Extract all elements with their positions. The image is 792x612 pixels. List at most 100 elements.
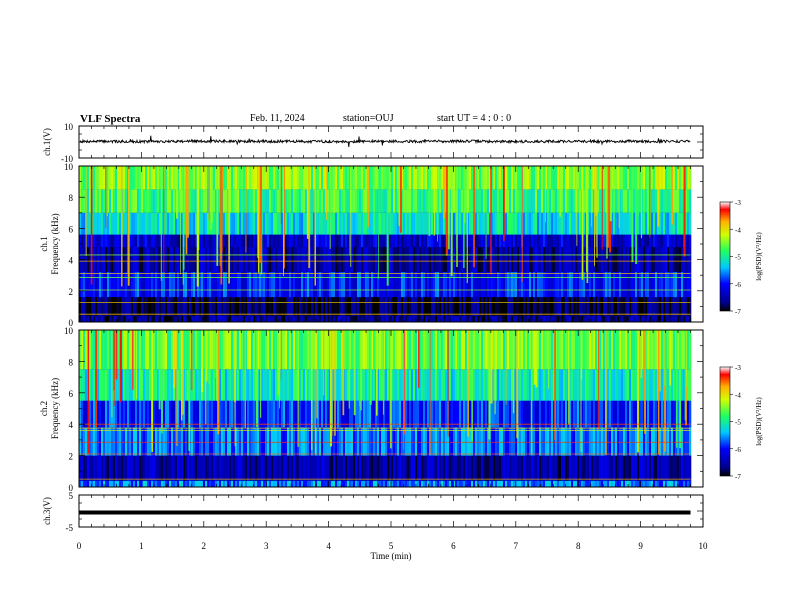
heatmap-cell bbox=[103, 330, 106, 370]
heatmap-cell bbox=[195, 455, 198, 481]
heatmap-cell bbox=[109, 166, 112, 190]
heatmap-cell bbox=[253, 330, 256, 370]
heatmap-cell bbox=[379, 234, 382, 248]
heatmap-cell bbox=[465, 400, 468, 428]
heatmap-cell bbox=[117, 247, 120, 273]
heatmap-cell bbox=[119, 166, 122, 190]
sferic-streak bbox=[369, 330, 372, 405]
heatmap-cell bbox=[149, 369, 152, 401]
heatmap-cell bbox=[619, 189, 622, 213]
heatmap-cell bbox=[673, 400, 676, 428]
heatmap-cell bbox=[83, 166, 86, 190]
heatmap-cell bbox=[551, 297, 554, 316]
heatmap-cell bbox=[317, 189, 320, 213]
heatmap-cell bbox=[117, 272, 120, 298]
heatmap-cell bbox=[81, 297, 84, 316]
heatmap-cell bbox=[167, 166, 170, 190]
heatmap-cell bbox=[469, 427, 472, 456]
heatmap-cell bbox=[181, 212, 184, 235]
heatmap-cell bbox=[203, 272, 206, 298]
heatmap-cell bbox=[489, 427, 492, 456]
heatmap-cell bbox=[269, 247, 272, 273]
heatmap-cell bbox=[205, 315, 208, 322]
heatmap-cell bbox=[359, 189, 362, 213]
heatmap-cell bbox=[469, 297, 472, 316]
heatmap-cell bbox=[373, 427, 376, 456]
heatmap-cell bbox=[313, 272, 316, 298]
heatmap-cell bbox=[661, 297, 664, 316]
heatmap-cell bbox=[295, 330, 298, 370]
heatmap-cell bbox=[361, 272, 364, 298]
heatmap-cell bbox=[213, 189, 216, 213]
heatmap-cell bbox=[457, 455, 460, 481]
heatmap-cell bbox=[407, 297, 410, 316]
heatmap-cell bbox=[213, 480, 216, 487]
heatmap-cell bbox=[253, 400, 256, 428]
heatmap-cell bbox=[559, 400, 562, 428]
heatmap-cell bbox=[185, 330, 188, 370]
heatmap-cell bbox=[99, 166, 102, 190]
heatmap-cell bbox=[459, 315, 462, 322]
heatmap-cell bbox=[553, 330, 556, 370]
heatmap-cell bbox=[167, 369, 170, 401]
heatmap-cell bbox=[411, 330, 414, 370]
heatmap-cell bbox=[371, 297, 374, 316]
heatmap-cell bbox=[227, 455, 230, 481]
heatmap-cell bbox=[581, 330, 584, 370]
heatmap-cell bbox=[233, 272, 236, 298]
heatmap-cell bbox=[317, 369, 320, 401]
sferic-streak bbox=[595, 166, 597, 216]
heatmap-cell bbox=[101, 234, 104, 248]
heatmap-cell bbox=[99, 427, 102, 456]
heatmap-cell bbox=[505, 272, 508, 298]
heatmap-cell bbox=[513, 234, 516, 248]
heatmap-cell bbox=[191, 234, 194, 248]
heatmap-cell bbox=[103, 455, 106, 481]
heatmap-cell bbox=[419, 166, 422, 190]
sferic-streak bbox=[216, 330, 218, 401]
heatmap-cell bbox=[397, 369, 400, 401]
heatmap-cell bbox=[653, 330, 656, 370]
heatmap-cell bbox=[281, 369, 284, 401]
heatmap-cell bbox=[551, 272, 554, 298]
heatmap-cell bbox=[97, 247, 100, 273]
heatmap-cell bbox=[271, 400, 274, 428]
heatmap-cell bbox=[319, 234, 322, 248]
heatmap-cell bbox=[349, 297, 352, 316]
heatmap-cell bbox=[437, 315, 440, 322]
ch2-spectrogram-heatmap bbox=[79, 330, 692, 487]
heatmap-cell bbox=[209, 234, 212, 248]
heatmap-cell bbox=[619, 455, 622, 481]
heatmap-cell bbox=[581, 455, 584, 481]
heatmap-cell bbox=[423, 272, 426, 298]
heatmap-cell bbox=[163, 369, 166, 401]
heatmap-cell bbox=[111, 315, 114, 322]
heatmap-cell bbox=[497, 427, 500, 456]
heatmap-cell bbox=[521, 272, 524, 298]
heatmap-cell bbox=[361, 455, 364, 481]
heatmap-cell bbox=[597, 315, 600, 322]
heatmap-cell bbox=[153, 369, 156, 401]
heatmap-cell bbox=[501, 427, 504, 456]
heatmap-cell bbox=[465, 480, 468, 487]
heatmap-cell bbox=[155, 297, 158, 316]
heatmap-cell bbox=[669, 480, 672, 487]
heatmap-cell bbox=[121, 455, 124, 481]
heatmap-cell bbox=[431, 297, 434, 316]
heatmap-cell bbox=[625, 234, 628, 248]
heatmap-cell bbox=[547, 234, 550, 248]
heatmap-cell bbox=[245, 315, 248, 322]
heatmap-cell bbox=[337, 330, 340, 370]
heatmap-cell bbox=[223, 166, 226, 190]
heatmap-cell bbox=[407, 189, 410, 213]
heatmap-cell bbox=[509, 272, 512, 298]
heatmap-cell bbox=[407, 234, 410, 248]
heatmap-cell bbox=[591, 247, 594, 273]
heatmap-cell bbox=[643, 297, 646, 316]
heatmap-cell bbox=[653, 480, 656, 487]
heatmap-cell bbox=[297, 455, 300, 481]
heatmap-cell bbox=[443, 315, 446, 322]
heatmap-cell bbox=[327, 330, 330, 370]
heatmap-cell bbox=[559, 455, 562, 481]
heatmap-cell bbox=[483, 297, 486, 316]
